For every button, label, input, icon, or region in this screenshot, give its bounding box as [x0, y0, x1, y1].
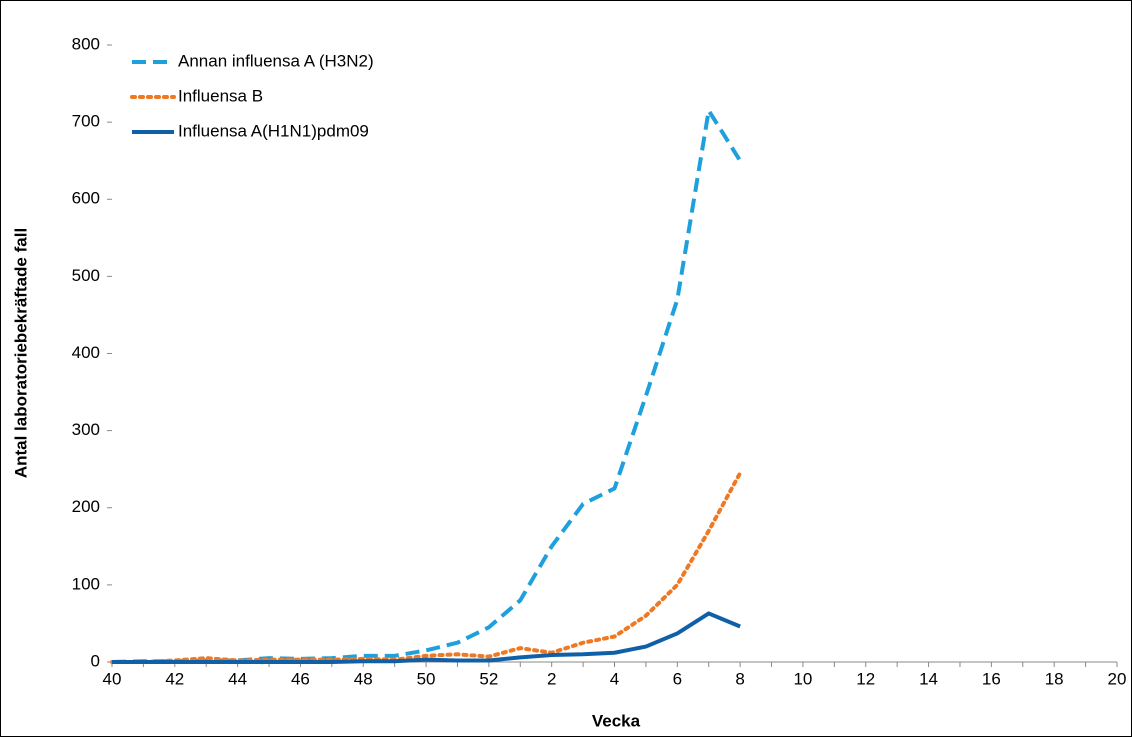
series-line	[111, 108, 742, 664]
y-axis-title: Antal laboratoriebekräftade fall	[11, 228, 30, 478]
x-tick-label: 4	[610, 669, 619, 688]
x-tick-label: 6	[673, 669, 682, 688]
x-tick-label: 18	[1045, 669, 1064, 688]
x-tick-label: 44	[228, 669, 247, 688]
x-tick-label: 40	[103, 669, 122, 688]
x-tick-label: 10	[793, 669, 812, 688]
y-tick-label: 100	[72, 574, 100, 593]
legend-label: Influensa B	[178, 86, 263, 105]
y-tick-label: 500	[72, 266, 100, 285]
x-tick-label: 48	[354, 669, 373, 688]
x-tick-label: 2	[547, 669, 556, 688]
x-tick-label: 20	[1108, 669, 1127, 688]
x-tick-label: 8	[735, 669, 744, 688]
y-tick-label: 400	[72, 343, 100, 362]
x-axis-title: Vecka	[592, 711, 641, 730]
x-tick-label: 46	[291, 669, 310, 688]
x-tick-label: 12	[856, 669, 875, 688]
x-tick-label: 42	[165, 669, 184, 688]
y-tick-label: 0	[91, 651, 100, 670]
y-tick-label: 800	[72, 34, 100, 53]
legend-label: Annan influensa A (H3N2)	[178, 51, 374, 70]
x-tick-label: 52	[479, 669, 498, 688]
x-tick-label: 16	[982, 669, 1001, 688]
y-tick-label: 300	[72, 420, 100, 439]
x-tick-label: 50	[417, 669, 436, 688]
y-tick-label: 700	[72, 112, 100, 131]
legend-label: Influensa A(H1N1)pdm09	[178, 121, 369, 140]
y-tick-label: 200	[72, 497, 100, 516]
x-tick-label: 14	[919, 669, 938, 688]
series-line	[112, 611, 741, 664]
y-tick-label: 600	[72, 189, 100, 208]
series-line	[110, 471, 743, 664]
